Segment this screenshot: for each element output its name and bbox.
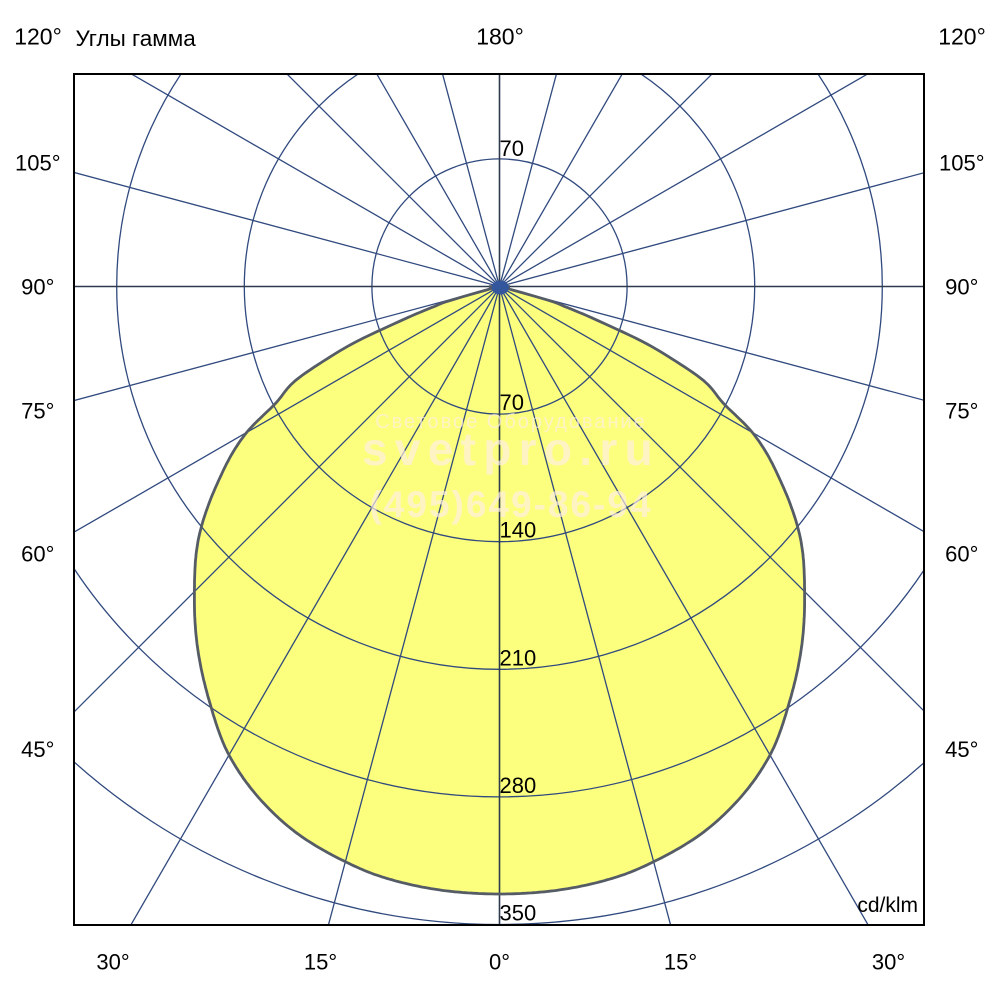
svg-text:(495)649-86-94: (495)649-86-94: [369, 484, 652, 525]
svg-text:210: 210: [500, 645, 537, 670]
svg-text:120°: 120°: [938, 24, 986, 50]
svg-text:180°: 180°: [476, 24, 524, 50]
svg-text:45°: 45°: [21, 737, 54, 762]
svg-text:350: 350: [500, 901, 537, 926]
svg-text:15°: 15°: [664, 950, 697, 975]
svg-text:75°: 75°: [21, 398, 54, 423]
svg-text:280: 280: [500, 773, 537, 798]
svg-text:svetpro.ru: svetpro.ru: [362, 423, 660, 475]
svg-text:0°: 0°: [489, 950, 510, 975]
svg-text:Световое Оборудование: Световое Оборудование: [375, 411, 647, 433]
svg-text:120°: 120°: [14, 24, 62, 50]
svg-text:70: 70: [500, 136, 524, 161]
svg-text:Углы гамма: Углы гамма: [76, 26, 197, 51]
svg-text:cd/klm: cd/klm: [857, 894, 918, 917]
svg-text:45°: 45°: [945, 737, 978, 762]
svg-text:90°: 90°: [945, 275, 978, 300]
svg-text:70: 70: [500, 390, 524, 415]
svg-text:30°: 30°: [96, 950, 129, 975]
svg-text:60°: 60°: [21, 542, 54, 567]
svg-text:15°: 15°: [304, 950, 337, 975]
svg-text:30°: 30°: [872, 950, 905, 975]
svg-text:75°: 75°: [945, 398, 978, 423]
svg-text:90°: 90°: [21, 275, 54, 300]
svg-text:105°: 105°: [15, 151, 61, 176]
svg-text:60°: 60°: [945, 542, 978, 567]
svg-text:140: 140: [500, 518, 537, 543]
svg-text:105°: 105°: [939, 151, 985, 176]
